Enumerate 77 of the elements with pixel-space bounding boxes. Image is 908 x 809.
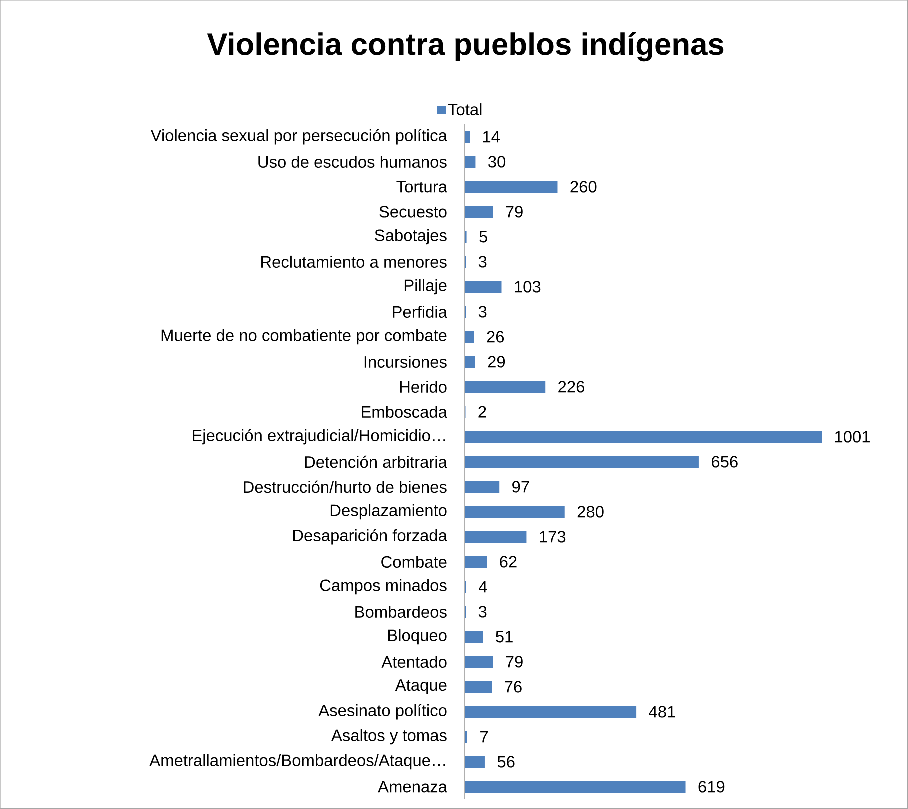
bar [465, 180, 558, 193]
y-tick-label: Pillaje [404, 279, 447, 295]
y-tick-label: Bloqueo [388, 629, 447, 645]
data-label: 173 [540, 531, 566, 543]
y-tick-label: Destrucción/hurto de bienes [244, 480, 447, 494]
y-tick-label: Perfidia [393, 306, 448, 318]
y-tick-label: Atentado [382, 656, 447, 668]
bar [465, 530, 527, 543]
bar [465, 706, 637, 718]
data-label: 76 [505, 681, 522, 693]
bar [465, 680, 492, 693]
data-label: 103 [515, 281, 541, 293]
y-tick-label: Ametrallamientos/Bombardeos/Ataque… [150, 754, 446, 770]
y-tick-label: Reclutamiento a menores [262, 256, 447, 268]
data-label: 481 [649, 706, 676, 718]
bar [465, 656, 494, 668]
data-label: 26 [487, 331, 504, 343]
bar [465, 730, 468, 743]
bar [465, 756, 485, 768]
data-label: 79 [506, 656, 523, 668]
y-tick-label: Ataque [395, 680, 447, 694]
bar [465, 480, 500, 493]
data-label: 30 [488, 156, 506, 168]
data-label: 3 [478, 306, 487, 318]
bar [465, 556, 488, 568]
chart-title: Violencia contra pueblos indígenas [207, 32, 724, 62]
data-label: 7 [480, 731, 488, 743]
y-tick-label: Amenaza [378, 781, 448, 793]
y-tick-label: Bombardeos [356, 606, 447, 618]
y-tick-label: Uso de escudos humanos [258, 156, 447, 168]
y-tick-label: Desplazamiento [330, 504, 447, 520]
y-tick-label: Campos minados [320, 579, 447, 595]
data-label: 2 [478, 406, 486, 418]
bar [465, 780, 686, 793]
y-tick-label: Combate [382, 556, 447, 568]
y-tick-label: Desaparición forzada [293, 529, 448, 545]
data-label: 97 [512, 481, 530, 493]
y-tick-label: Detención arbitraria [305, 456, 448, 468]
legend-label: Total [448, 104, 482, 116]
data-label: 1001 [835, 431, 870, 443]
y-tick-label: Sabotajes [375, 229, 447, 245]
data-label: 3 [478, 256, 487, 268]
data-label: 280 [578, 506, 604, 518]
data-label: 260 [570, 181, 597, 193]
y-tick-label: Emboscada [362, 406, 448, 418]
bar [465, 456, 699, 468]
y-tick-label: Tortura [396, 181, 448, 193]
y-tick-label: Violencia sexual por persecución política [150, 129, 448, 145]
bar [465, 206, 494, 218]
y-tick-label: Ejecución extrajudicial/Homicidio… [193, 429, 446, 445]
y-tick-label: Muerte de no combatiente por combate [162, 329, 447, 345]
bar [465, 156, 476, 168]
bar [465, 280, 502, 293]
data-label: 29 [488, 356, 506, 368]
bar [465, 630, 484, 643]
bar [465, 356, 476, 368]
bar [465, 506, 565, 518]
data-label: 619 [698, 781, 725, 793]
y-tick-label: Incursiones [364, 356, 447, 368]
data-label: 56 [498, 756, 515, 768]
bar [465, 430, 822, 443]
y-tick-label: Secuesto [380, 206, 447, 218]
data-label: 3 [478, 606, 487, 618]
data-label: 226 [558, 381, 585, 393]
data-label: 14 [483, 131, 500, 143]
bar [465, 130, 470, 143]
data-label: 62 [500, 556, 517, 568]
y-tick-label: Asaltos y tomas [331, 729, 447, 745]
data-label: 5 [480, 231, 488, 243]
y-tick-label: Herido [400, 380, 447, 394]
bar [465, 380, 546, 393]
data-label: 4 [479, 581, 488, 593]
bar [465, 330, 474, 343]
y-tick-label: Asesinato político [318, 704, 447, 720]
data-label: 51 [496, 631, 513, 643]
data-label: 656 [712, 456, 738, 468]
data-label: 79 [506, 206, 523, 218]
